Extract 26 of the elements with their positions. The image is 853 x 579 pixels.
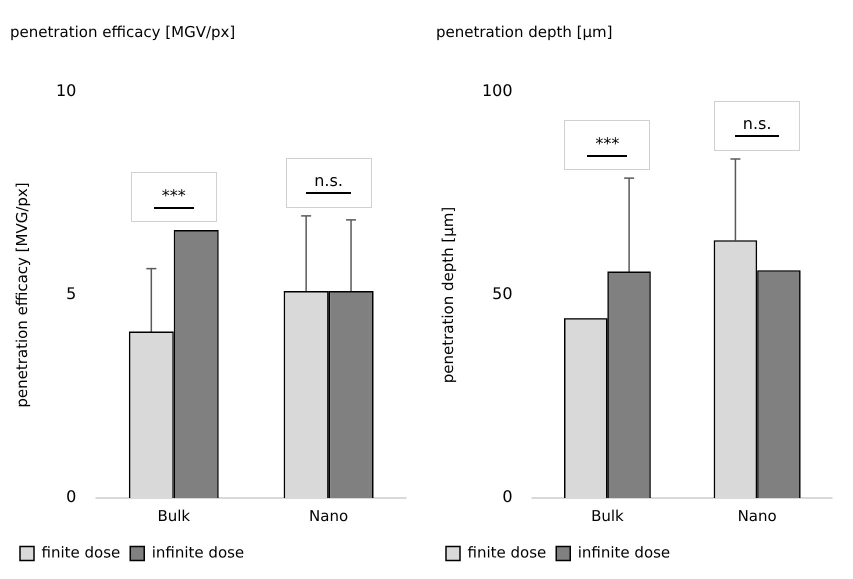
y-tick-label: 50	[492, 284, 513, 304]
legend-label: finite dose	[468, 543, 546, 562]
y-tick-label: 100	[482, 81, 513, 100]
y-tick-label: 10	[56, 81, 76, 100]
legend-label: finite dose	[42, 543, 120, 562]
x-tick-label: Bulk	[591, 506, 624, 525]
annotation: ***	[587, 134, 628, 157]
annotation: ***	[154, 186, 194, 209]
label-box: ***	[130, 172, 217, 222]
y-tick-label: 5	[66, 284, 76, 304]
y-tick-label: 0	[66, 487, 76, 506]
chart-title: penetration efficacy [MGV/px]	[10, 22, 236, 41]
x-tick-label: Bulk	[157, 506, 190, 525]
label-box: n.s.	[286, 158, 372, 208]
y-axis-title: penetration depth [µm]	[438, 206, 457, 384]
chart-title: penetration depth [µm]	[436, 22, 613, 41]
annotation: n.s.	[734, 114, 780, 138]
label-box: n.s.	[714, 100, 800, 151]
label-box: ***	[564, 120, 650, 170]
y-tick-label: 0	[502, 487, 513, 506]
x-tick-label: Nano	[738, 506, 777, 525]
x-tick-label: Nano	[309, 506, 348, 525]
annotation: n.s.	[306, 171, 351, 194]
legend-label: infinite dose	[578, 543, 670, 562]
legend-label: infinite dose	[152, 543, 244, 562]
y-axis-title: penetration efficacy [MVG/px]	[12, 182, 31, 408]
